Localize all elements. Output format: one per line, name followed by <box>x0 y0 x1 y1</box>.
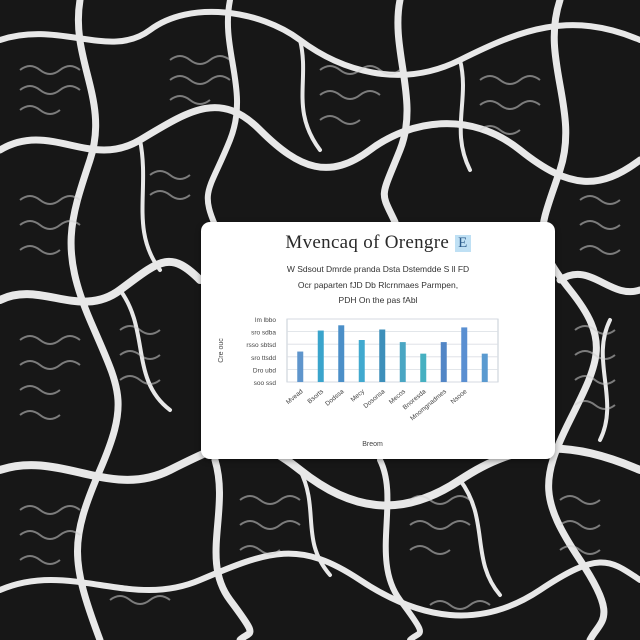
x-tick-label: Mvead <box>285 388 305 406</box>
y-tick-label: soo ssd <box>254 380 277 387</box>
bar <box>399 342 406 382</box>
x-tick-label: Nsooe <box>450 388 469 406</box>
y-tick-label: sro ttsdd <box>251 355 276 362</box>
x-tick-label: Mecy <box>350 388 367 404</box>
chart-card: Mvencaq of Orengre E W Sdsout Dmrde prand… <box>201 222 555 459</box>
x-tick-label: Mnomgnadmes <box>409 388 448 423</box>
y-tick-label: lm lbbo <box>255 317 276 324</box>
bar <box>379 329 386 382</box>
bar <box>297 351 304 382</box>
bar <box>420 353 427 382</box>
bar <box>338 325 345 382</box>
chart-title-text: Mvencaq of Orengre <box>285 232 450 253</box>
x-tick-label: Dosonsa <box>362 388 386 410</box>
x-axis-label: Breom <box>362 441 383 448</box>
subtitle-line-1: W Sdsout Dmrde pranda Dsta Dstemdde S ll… <box>286 264 470 274</box>
bar <box>317 330 324 382</box>
subtitle-line-3: PDH On the pas fAbl <box>338 295 418 305</box>
bar <box>481 353 488 382</box>
title-badge: E <box>455 235 471 253</box>
bar <box>440 342 447 382</box>
bar <box>358 340 365 382</box>
chart-title: Mvencaq of Orengre E <box>201 232 555 254</box>
y-tick-label: sro sdba <box>251 330 276 337</box>
x-tick-label: Bsorts <box>306 388 325 406</box>
bar-chart: lm lbbo sro sdba rsso sbtsd sro ttsdd Dro ub… <box>218 317 499 448</box>
subtitle-line-2: Ocr paparten fJD Db Rlcrnmaes Parmpen, <box>297 280 459 290</box>
bar <box>461 327 468 382</box>
y-tick-label: Dro ubd <box>253 367 277 374</box>
x-tick-label: Dodssa <box>324 388 346 408</box>
y-tick-label: rsso sbtsd <box>246 342 276 349</box>
y-axis-label: Cre ouc <box>218 338 225 363</box>
